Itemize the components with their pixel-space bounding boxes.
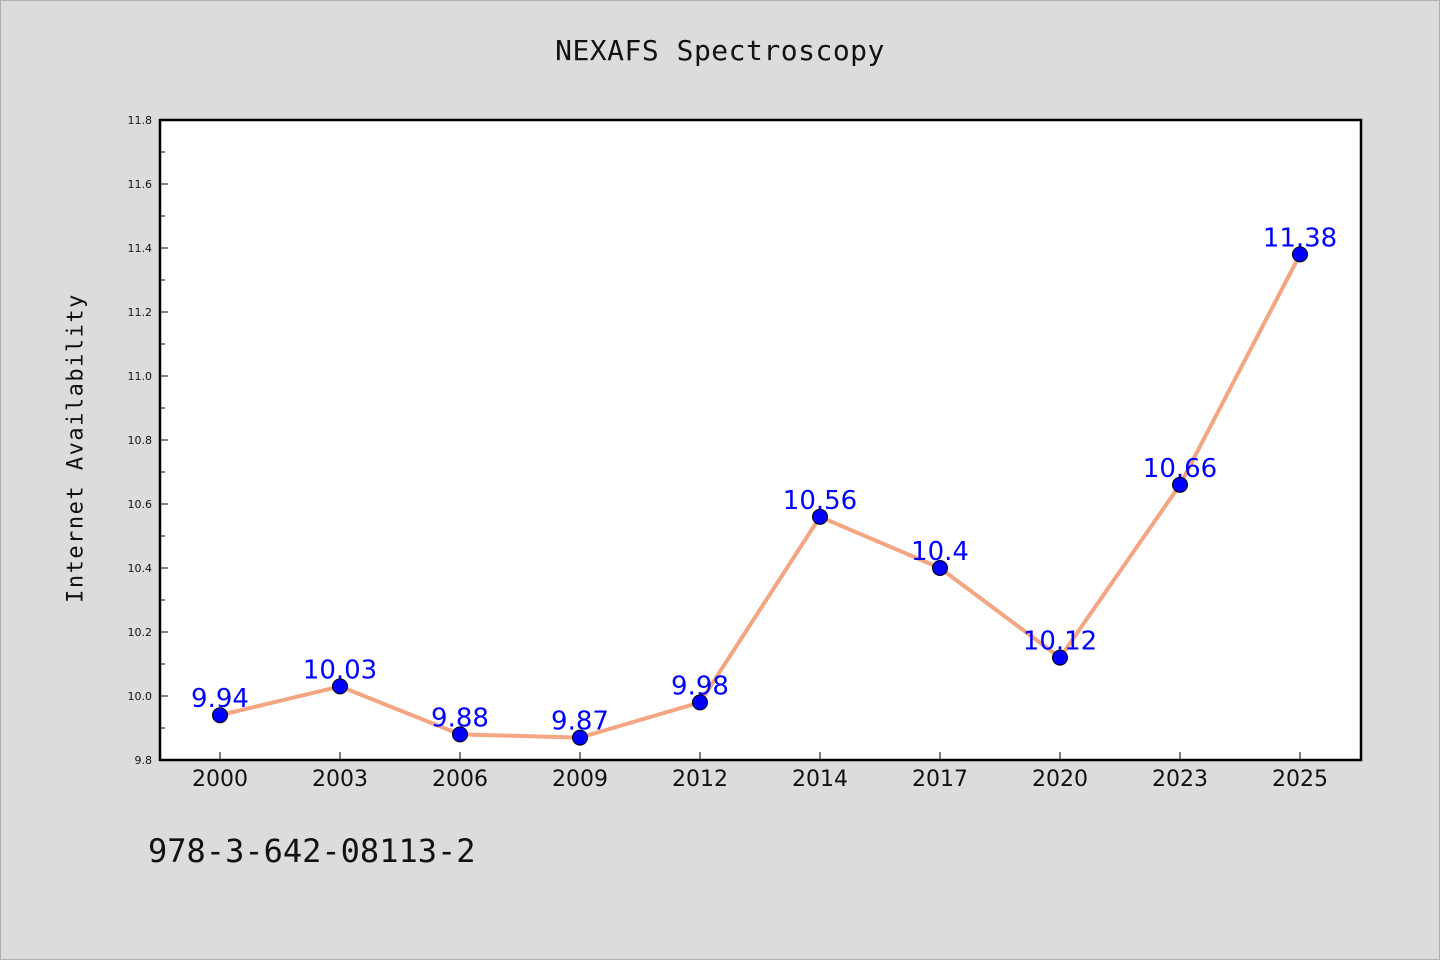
data-point — [1292, 246, 1308, 263]
y-tick-label: 10.4 — [128, 562, 153, 575]
x-tick-label: 2000 — [192, 767, 248, 792]
x-tick-label: 2009 — [552, 767, 608, 792]
data-point — [812, 508, 828, 525]
data-label: 9.94 — [191, 684, 249, 714]
x-tick-label: 2012 — [672, 767, 728, 792]
data-point — [212, 707, 228, 724]
y-tick-label: 10.2 — [128, 626, 153, 639]
x-tick-label: 2020 — [1032, 767, 1088, 792]
x-tick-label: 2003 — [312, 767, 368, 792]
y-tick-label: 10.0 — [128, 690, 153, 703]
y-tick-label: 11.2 — [128, 306, 153, 319]
y-tick-label: 11.0 — [128, 370, 153, 383]
y-tick-label: 11.6 — [128, 178, 153, 191]
y-tick-label: 11.4 — [128, 242, 153, 255]
data-point — [452, 726, 468, 743]
y-tick-label: 10.6 — [128, 498, 153, 511]
data-label: 10.12 — [1023, 627, 1097, 657]
x-tick-label: 2017 — [912, 767, 968, 792]
series-line — [219, 253, 1302, 740]
data-label: 11.38 — [1263, 223, 1337, 253]
data-point — [1052, 649, 1068, 666]
data-point — [932, 560, 948, 576]
data-label: 9.87 — [551, 707, 609, 737]
data-label: 10.66 — [1143, 454, 1217, 484]
data-label: 9.88 — [431, 703, 489, 733]
footnote-isbn: 978-3-642-08113-2 — [148, 832, 476, 870]
y-tick-label: 9.8 — [135, 754, 153, 767]
data-label: 10.03 — [303, 655, 377, 685]
x-tick-label: 2014 — [792, 767, 848, 792]
x-tick-label: 2023 — [1152, 767, 1208, 792]
data-point — [572, 729, 588, 746]
data-label: 9.98 — [671, 671, 729, 701]
data-label: 10.56 — [783, 486, 857, 516]
data-label: 10.4 — [911, 537, 969, 567]
y-tick-label: 10.8 — [128, 434, 153, 447]
data-point — [332, 678, 348, 695]
y-tick-label: 11.8 — [128, 114, 153, 127]
x-tick-label: 2025 — [1272, 767, 1328, 792]
data-point — [1172, 476, 1188, 493]
x-tick-label: 2006 — [432, 767, 488, 792]
plot-area — [158, 118, 1363, 762]
data-point — [692, 694, 708, 711]
chart-title: NEXAFS Spectroscopy — [555, 34, 885, 67]
